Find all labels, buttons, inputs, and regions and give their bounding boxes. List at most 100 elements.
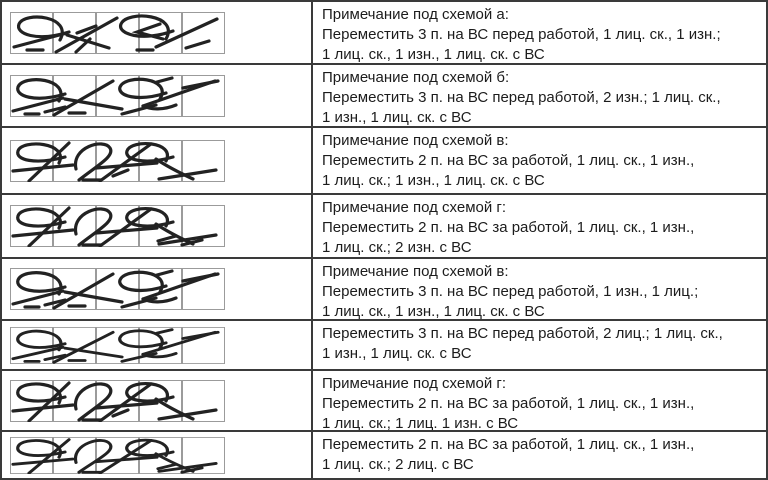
cable-stroke — [16, 207, 67, 230]
table-row: Примечание под схемой б: Переместить 3 п.… — [2, 63, 766, 126]
cable-stroke — [63, 346, 124, 358]
note-cell: Примечание под схемой в: Переместить 3 п.… — [313, 259, 766, 319]
table-row: Примечание под схемой а: Переместить 3 п.… — [2, 2, 766, 63]
cable-stroke — [54, 15, 119, 54]
symbol-cell — [2, 128, 313, 193]
cable-stroke — [120, 296, 158, 309]
chart-grid-cell — [182, 74, 225, 117]
cable-stroke — [27, 140, 71, 182]
table-row: Примечание под схемой в: Переместить 3 п.… — [2, 257, 766, 319]
cable-stroke — [63, 96, 124, 111]
cable-stroke — [75, 23, 98, 35]
note-line: 1 изн., 1 лиц. ск. с ВС — [322, 109, 472, 126]
symbol-cell — [2, 321, 313, 369]
cable-stroke — [74, 438, 113, 474]
cable-stroke — [16, 141, 67, 165]
cable-stroke — [16, 329, 67, 351]
note-line: Примечание под схемой в: — [322, 132, 509, 149]
note-line: Примечание под схемой г: — [322, 375, 507, 392]
note-line: 1 лиц. ск.; 1 изн., 1 лиц. ск. с ВС — [322, 172, 545, 189]
chart-grid-cell — [182, 11, 225, 54]
note-line: 1 изн., 1 лиц. ск. с ВС — [322, 345, 472, 362]
cable-stroke — [98, 207, 153, 247]
note-cell: Примечание под схемой г: Переместить 2 п.… — [313, 195, 766, 257]
symbol-cell — [2, 259, 313, 319]
cable-back-2-icon-b — [10, 436, 225, 474]
cable-stroke — [118, 270, 168, 294]
cable-stroke — [120, 102, 158, 116]
chart-grid-cell — [182, 205, 225, 247]
cable-stroke — [157, 407, 218, 421]
note-cell: Примечание под схемой г: Переместить 2 п.… — [313, 371, 766, 430]
cable-stroke — [181, 330, 220, 340]
cable-stroke — [156, 462, 178, 470]
cable-stroke — [154, 396, 195, 421]
cable-stroke — [181, 272, 220, 283]
cable-stroke — [180, 465, 204, 474]
note-cell: Переместить 3 п. на ВС перед работой, 2 … — [313, 321, 766, 369]
cable-stroke — [74, 381, 113, 422]
cable-stroke — [16, 438, 67, 459]
cable-stroke — [154, 16, 219, 49]
cable-stroke — [16, 271, 67, 296]
cable-stroke — [27, 437, 71, 474]
cable-stroke — [118, 77, 168, 101]
note-line: Переместить 2 п. на ВС за работой, 1 лиц… — [322, 436, 695, 453]
cable-stroke — [52, 78, 115, 117]
cable-stroke — [12, 30, 69, 49]
chart-grid-cell — [182, 139, 225, 182]
symbol-cell — [2, 432, 313, 478]
cable-stroke — [125, 438, 175, 457]
table-row: Примечание под схемой в: Переместить 2 п.… — [2, 126, 766, 193]
cable-stroke — [154, 156, 195, 181]
chart-grid-cell — [182, 326, 225, 364]
table-row: Переместить 3 п. на ВС перед работой, 2 … — [2, 319, 766, 369]
cable-stroke — [16, 381, 67, 405]
cable-back-2-icon-b — [10, 205, 225, 247]
cable-stroke — [52, 272, 115, 310]
cable-stroke — [94, 160, 159, 170]
cable-stroke — [43, 298, 67, 307]
cable-stroke — [157, 167, 218, 181]
cable-back-2-icon-a — [10, 379, 225, 422]
cable-stroke — [157, 233, 218, 246]
cable-stroke — [16, 77, 67, 103]
note-cell: Примечание под схемой в: Переместить 2 п.… — [313, 128, 766, 193]
cable-stroke — [155, 327, 174, 335]
note-line: Переместить 2 п. на ВС за работой, 1 лиц… — [322, 152, 695, 169]
note-line: Примечание под схемой в: — [322, 263, 509, 280]
cable-stroke — [11, 345, 65, 360]
cable-front-3-icon-b — [10, 326, 225, 364]
cable-stroke — [118, 328, 168, 350]
cable-back-2-icon-a — [10, 139, 225, 182]
cable-stroke — [94, 400, 159, 410]
cable-stroke — [27, 380, 71, 422]
note-line: Переместить 3 п. на ВС перед работой, 1 … — [322, 283, 699, 300]
chart-grid-cell — [53, 11, 96, 54]
cable-stroke — [11, 289, 65, 306]
note-line: Переместить 3 п. на ВС перед работой, 1 … — [322, 26, 721, 43]
cable-stroke — [157, 461, 218, 473]
cable-stroke — [155, 75, 174, 84]
cable-stroke — [43, 353, 67, 361]
cable-stroke — [180, 238, 204, 247]
cable-front-3-icon-b — [10, 74, 225, 117]
note-cell: Переместить 2 п. на ВС за работой, 1 лиц… — [313, 432, 766, 478]
note-line: Примечание под схемой б: — [322, 69, 510, 86]
cable-stroke — [74, 207, 113, 247]
note-line: 1 лиц. ск.; 2 лиц. с ВС — [322, 456, 474, 473]
cable-stroke — [11, 162, 75, 173]
cable-stroke — [94, 455, 159, 463]
cable-stroke — [17, 15, 71, 42]
cable-stroke — [74, 141, 113, 182]
note-line: Переместить 2 п. на ВС за работой, 1 лиц… — [322, 219, 695, 236]
note-line: 1 лиц. ск.; 1 лиц. 1 изн. с ВС — [322, 415, 519, 430]
cable-stroke — [98, 141, 153, 182]
cable-stroke — [11, 95, 65, 113]
note-line: Примечание под схемой г: — [322, 199, 507, 216]
chart-grid-cell — [182, 436, 225, 474]
symbol-cell — [2, 65, 313, 126]
cable-stroke — [125, 141, 175, 163]
